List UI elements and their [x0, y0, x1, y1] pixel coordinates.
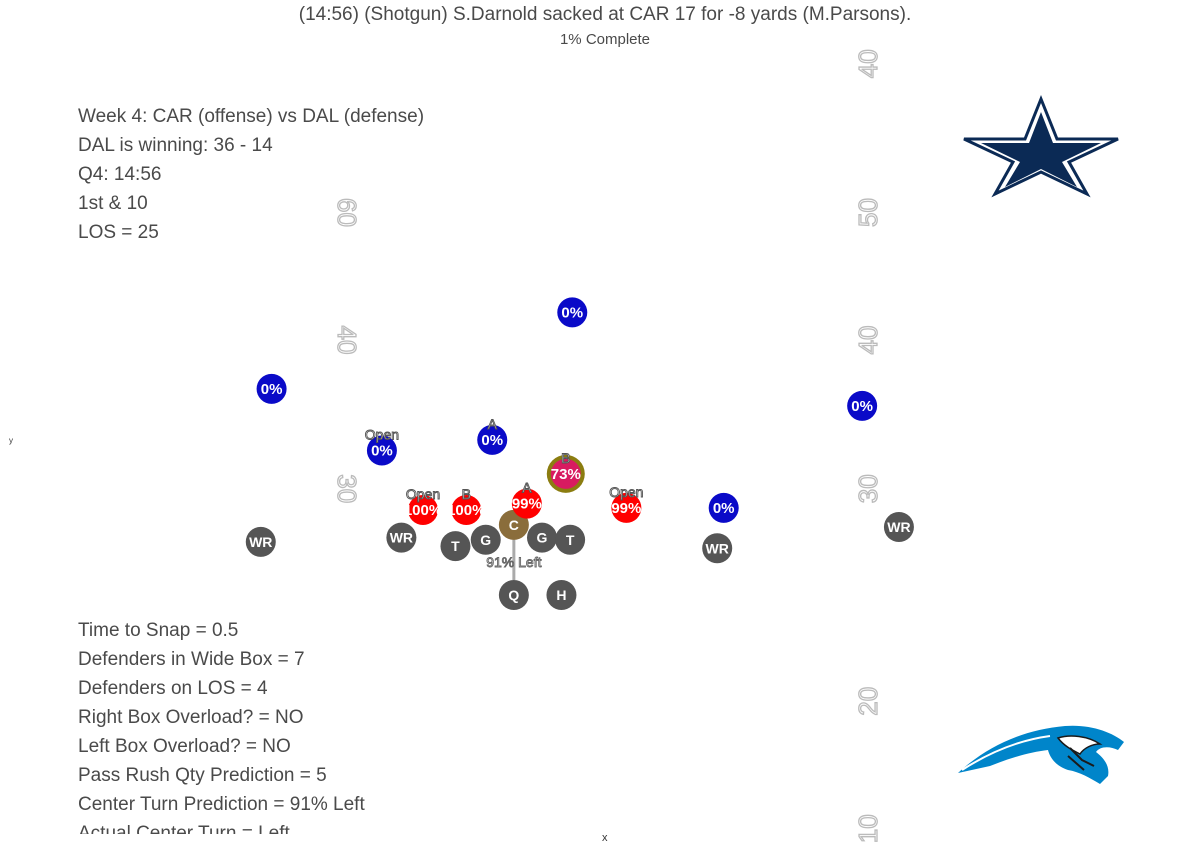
offense-player-label: WR [249, 534, 272, 550]
prediction-center-turn: Center Turn Prediction = 91% Left [78, 794, 365, 815]
offense-player-marker [498, 580, 529, 610]
offense-player-label: WR [390, 530, 413, 546]
offense-player-label: WR [887, 519, 910, 535]
defender-gap-tag: Open [609, 484, 643, 500]
cowboys-star-logo [963, 94, 1119, 198]
defender-gap-tag: Open [406, 486, 440, 502]
game-info-matchup: Week 4: CAR (offense) vs DAL (defense) [78, 106, 425, 127]
offense-player-marker [470, 524, 501, 555]
offense-player-marker [555, 524, 586, 555]
offense-player-marker [526, 522, 557, 553]
defender-rush-probability: 0% [851, 398, 873, 415]
defender-marker [477, 424, 508, 455]
defender-rush-probability: 99% [611, 500, 641, 517]
defender-marker [511, 488, 542, 519]
game-info-score: DAL is winning: 36 - 14 [78, 135, 273, 156]
offense-player-label: H [556, 587, 566, 603]
offense-player-label: WR [706, 540, 729, 556]
offense-layer: WR WR T G C G T Q H WR WR 91% Left [245, 509, 914, 610]
defender-rush-probability: 0% [481, 432, 503, 449]
offense-player-label: G [537, 530, 548, 546]
defender-rush-probability: 0% [371, 443, 393, 460]
defender-marker [708, 492, 739, 523]
prediction-right-overload: Right Box Overload? = NO [78, 707, 304, 728]
prediction-left-overload: Left Box Overload? = NO [78, 736, 291, 757]
defender-marker [847, 390, 878, 421]
defender-gap-tag: Open [365, 427, 399, 443]
progress-subtitle: 1% Complete [559, 31, 651, 48]
defender-rush-probability: 73% [551, 466, 581, 483]
panthers-logo [958, 725, 1124, 784]
yard-marker-40: 40 [853, 49, 883, 78]
defender-gap-tag: B [462, 486, 471, 502]
prediction-info-panel: Time to Snap = 0.5 Defenders in Wide Box… [78, 616, 365, 834]
center-turn-label: 91% Left [486, 554, 541, 570]
offense-player-label: T [566, 532, 575, 548]
game-info-los: LOS = 25 [78, 222, 159, 243]
defender-marker [451, 495, 482, 525]
defender-marker [611, 492, 642, 523]
play-title: (14:56) (Shotgun) S.Darnold sacked at CA… [298, 4, 912, 25]
defender-rush-probability: 99% [512, 496, 542, 513]
yard-marker-60: 60 [332, 198, 362, 227]
yard-marker-10: 10 [853, 814, 883, 843]
defender-gap-tag: B [561, 450, 570, 466]
game-info-clock: Q4: 14:56 [78, 164, 162, 185]
offense-player-marker [883, 512, 914, 542]
yard-marker-50: 50 [853, 198, 883, 227]
defense-layer: 0%Open0%A0%0%0%0%Open100%B100%A99%B73%Op… [256, 297, 878, 525]
offense-player-marker [702, 533, 733, 564]
game-info-down: 1st & 10 [78, 193, 148, 214]
yard-markers: 40 60 50 40 40 30 30 20 10 [331, 49, 883, 844]
defender-gap-tag: A [522, 480, 532, 496]
offense-player-marker [546, 580, 577, 610]
defender-rush-probability: 100% [404, 502, 442, 519]
x-axis-label: x [602, 832, 608, 844]
offense-player-label: G [480, 532, 491, 548]
offense-player-label: C [509, 517, 519, 533]
defender-rush-probability: 0% [561, 304, 583, 321]
yard-marker-40: 40 [332, 326, 362, 355]
prediction-actual-turn: Actual Center Turn = Left [78, 823, 290, 834]
offense-player-marker [245, 526, 276, 557]
y-axis-label: y [9, 436, 13, 445]
game-info-panel: Week 4: CAR (offense) vs DAL (defense) D… [78, 102, 424, 247]
defender-marker [366, 435, 397, 466]
yard-marker-40: 40 [853, 326, 883, 355]
offense-player-label: T [451, 538, 460, 554]
yard-marker-20: 20 [853, 687, 883, 716]
prediction-defenders-los: Defenders on LOS = 4 [78, 678, 268, 699]
offense-player-label: Q [508, 587, 519, 603]
defender-gap-tag: A [488, 416, 498, 432]
offense-player-marker [386, 522, 417, 553]
offense-player-marker [440, 531, 471, 562]
defender-rush-probability: 0% [713, 500, 735, 517]
prediction-pass-rush: Pass Rush Qty Prediction = 5 [78, 765, 327, 786]
defender-rush-probability: 100% [447, 502, 485, 519]
yard-marker-30: 30 [332, 474, 362, 503]
defender-rush-probability: 0% [261, 381, 283, 398]
defender-marker [557, 297, 588, 328]
prediction-wide-box: Defenders in Wide Box = 7 [78, 649, 305, 670]
defender-marker [550, 458, 581, 489]
yard-marker-30: 30 [853, 474, 883, 503]
prediction-time-to-snap: Time to Snap = 0.5 [78, 620, 239, 641]
defender-marker [256, 373, 287, 404]
defender-marker [408, 495, 439, 525]
